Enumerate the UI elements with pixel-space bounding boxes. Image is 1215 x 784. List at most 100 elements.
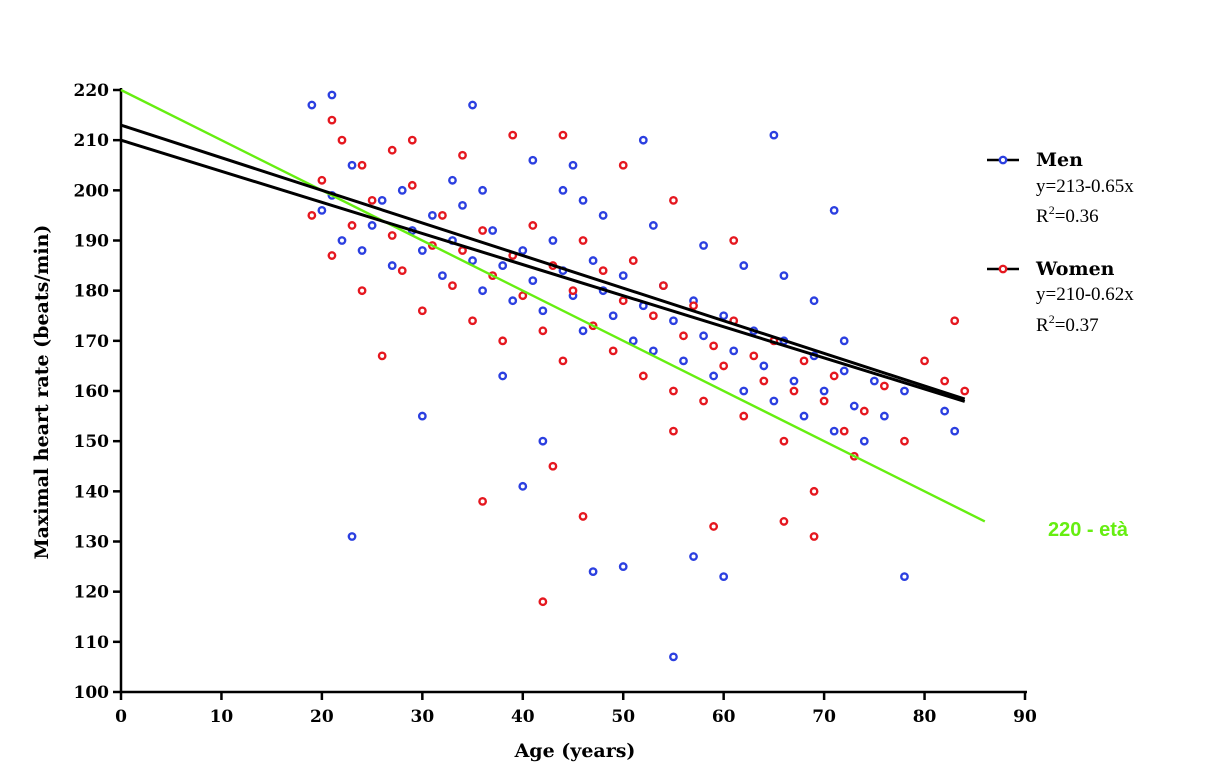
x-tick-label: 30 [410,707,434,727]
data-point [578,326,588,336]
data-point [709,341,719,351]
data-point [458,150,467,160]
data-point [448,281,457,291]
y-tick-label: 140 [74,482,110,502]
x-tick-label: 40 [511,707,535,727]
y-tick-label: 200 [74,181,110,201]
y-tick-label: 130 [74,533,110,553]
data-point [317,205,327,215]
data-point [869,376,879,386]
data-point [518,481,528,491]
data-point [699,241,708,250]
data-point [347,532,357,541]
data-point [618,160,628,170]
data-point [940,376,950,386]
data-point [608,346,618,356]
fit-lines [120,88,986,523]
data-point [417,246,427,255]
data-point [879,411,889,421]
data-point [417,306,427,316]
legend: Men y=213-0.65x R2=0.36 Women y=210-0.62… [987,149,1134,336]
data-point [699,331,708,341]
data-point [789,376,799,386]
legend-men: Men y=213-0.65x R2=0.36 [987,149,1134,227]
data-point [367,221,377,230]
data-point [327,90,337,100]
x-tick-label: 60 [712,707,736,727]
series-men-points [307,90,960,662]
legend-men-equation: y=213-0.65x [1036,176,1134,197]
x-tick-label: 0 [115,707,127,727]
data-point [528,155,538,165]
data-point [307,211,317,220]
data-point [317,175,327,185]
data-point [357,160,367,170]
data-point [427,211,437,220]
data-point [859,436,869,446]
data-point [669,195,678,205]
x-tick-label: 80 [913,707,937,727]
data-point [759,361,769,371]
y-tick-label: 150 [74,432,110,452]
data-point [458,246,467,255]
x-tick-label: 20 [310,707,334,727]
data-point [397,185,407,195]
data-point [648,346,658,356]
data-point [689,301,698,311]
data-point [839,336,849,346]
data-point [568,286,578,296]
y-tick-label: 180 [74,282,110,302]
x-axis-label: Age (years) [514,740,636,762]
data-point [739,261,749,270]
data-point [759,376,769,386]
data-point [608,311,618,321]
data-point [468,256,477,265]
data-point [829,426,839,436]
y-ticks: 100 110 120 130 140 150 160 170 180 190 200 210 220 [74,81,121,703]
data-point [809,296,819,306]
data-point [809,532,819,541]
data-point [417,411,427,421]
data-point [849,401,859,411]
data-point [558,185,568,195]
fit-line-men [120,123,966,401]
data-point [900,386,909,396]
data-point [769,396,779,406]
legend-women-r2: R2=0.37 [1036,312,1099,336]
data-point [458,200,467,210]
y-tick-label: 190 [74,232,110,252]
data-point [518,246,528,255]
data-point [739,411,749,421]
data-point [809,486,819,496]
x-tick-label: 10 [210,707,234,727]
legend-women-title: Women [1035,258,1115,280]
data-point [347,160,357,170]
data-point [498,371,508,381]
data-point [357,246,367,255]
data-point [538,436,548,446]
data-point [387,145,397,155]
data-point [367,195,377,205]
data-point [558,130,568,140]
data-point [548,461,558,471]
y-tick-label: 100 [74,683,110,703]
data-point [618,296,628,306]
y-tick-label: 160 [74,382,110,402]
data-point [709,522,719,531]
legend-men-r2: R2=0.36 [1036,203,1099,227]
data-point [729,236,739,245]
data-point [508,296,518,306]
data-point [498,336,508,346]
data-point [960,386,970,396]
y-tick-label: 110 [74,633,110,653]
data-point [528,276,538,286]
data-point [598,211,608,220]
data-point [689,552,698,561]
data-point [749,351,759,361]
data-point [478,496,487,506]
data-point [628,256,638,265]
legend-women: Women y=210-0.62x R2=0.37 [987,258,1134,336]
data-point [829,205,839,215]
legend-men-marker [998,155,1008,165]
data-point [377,195,387,205]
